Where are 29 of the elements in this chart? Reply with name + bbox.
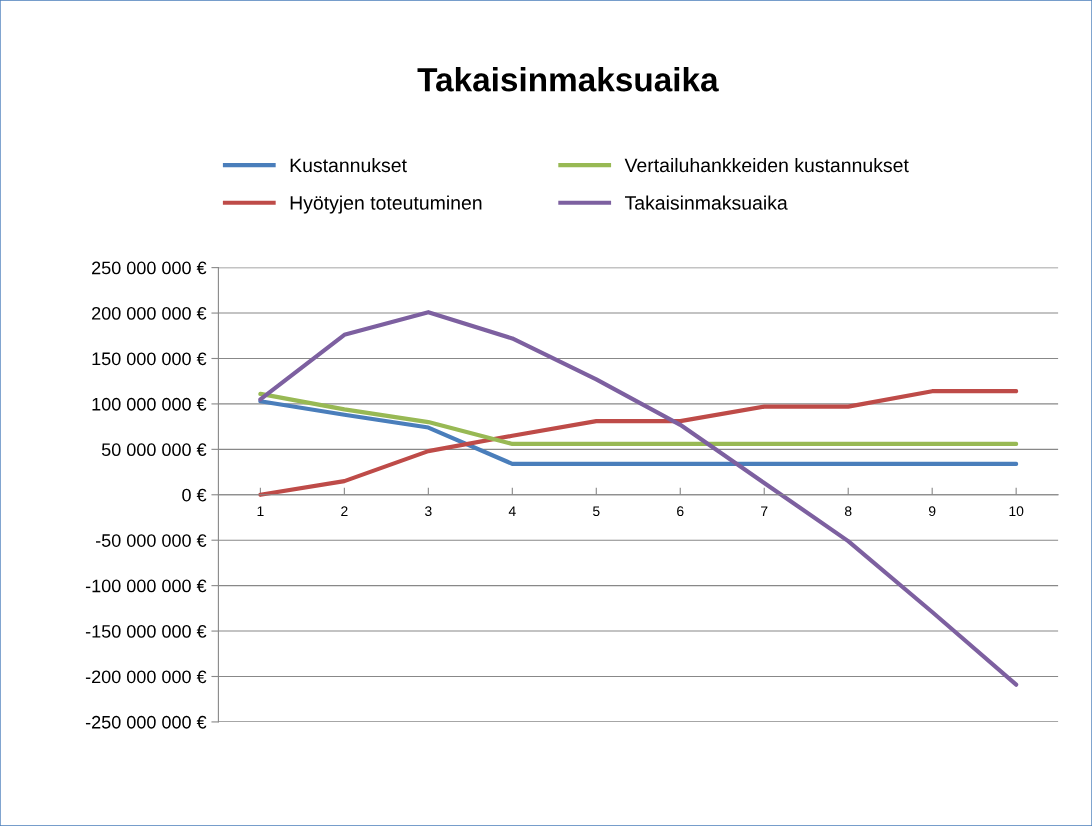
x-tick-label: 10 [1009,506,1024,517]
y-tick-label: -200 000 000 € [85,670,207,684]
x-tick-label: 4 [508,506,516,516]
y-tick-label: 50 000 000 € [101,443,207,457]
x-tick-label: 5 [592,506,600,517]
line-series [258,399,1019,466]
line-series [258,389,1019,497]
y-tick-label: 200 000 000 € [92,306,207,320]
y-tick-label: 250 000 000 € [92,261,207,275]
chart-title: Takaisinmaksuaika [417,67,719,92]
line-series [258,391,1019,446]
legend-label: Kustannukset [290,157,407,173]
x-tick-label: 2 [341,506,348,516]
x-tick-label: 6 [677,506,684,517]
legend-label: Hyötyjen toteutuminen [290,195,482,214]
y-tick-label: 150 000 000 € [92,352,207,366]
y-tick-label: 0 € [182,488,207,502]
y-tick-label: 100 000 000 € [92,397,207,411]
x-tick-label: 3 [425,506,432,517]
y-tick-label: -250 000 000 € [85,715,207,729]
y-tick-label: -150 000 000 € [85,625,207,638]
y-tick-label: -50 000 000 € [95,534,207,547]
x-tick-label: 8 [844,506,852,517]
y-tick-label: -100 000 000 € [85,579,207,593]
legend-label: Vertailuhankkeiden kustannukset [624,157,909,173]
x-tick-label: 7 [761,506,768,516]
x-tick-label: 1 [257,506,264,516]
x-tick-label: 9 [928,506,936,517]
legend-label: Takaisinmaksuaika [624,195,788,210]
